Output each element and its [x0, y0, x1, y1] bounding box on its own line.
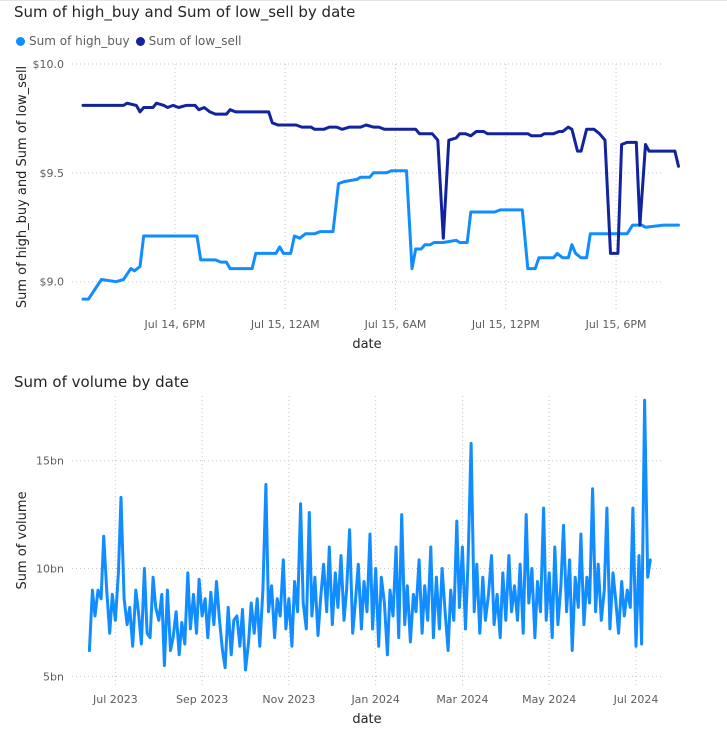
series-line-2: [81, 101, 680, 255]
chart-title: Sum of volume by date: [14, 373, 189, 391]
y-tick-label: 15bn: [36, 455, 64, 468]
top-divider: [0, 0, 727, 1]
x-tick-label: Jul 15, 12PM: [471, 318, 540, 331]
legend-item-high-buy[interactable]: Sum of high_buy: [16, 34, 130, 48]
y-axis-title: Sum of high_buy and Sum of low_sell: [15, 66, 30, 308]
legend-label-low-sell: Sum of low_sell: [148, 34, 242, 48]
x-tick-label: Jan 2024: [350, 693, 399, 706]
price-line-chart[interactable]: Jul 14, 6PM Jul 15, 12AM Jul 15, 6AM Jul 15…: [0, 0, 727, 360]
x-tick-label: Sep 2023: [176, 693, 228, 706]
x-tick-label: Mar 2024: [436, 693, 488, 706]
x-tick-label: Nov 2023: [262, 693, 315, 706]
x-tick-label: Jul 2024: [613, 693, 659, 706]
legend-item-low-sell[interactable]: Sum of low_sell: [135, 34, 242, 48]
legend-marker-low-sell: [135, 36, 145, 46]
legend-marker-high-buy: [16, 36, 25, 46]
volume-chart-visual[interactable]: Sum of volume by date Jul 2023 Sep 2023 No…: [0, 360, 727, 734]
y-axis-title: Sum of volume: [15, 491, 30, 589]
y-tick-label: $9.0: [40, 276, 65, 289]
x-tick-label: May 2024: [522, 693, 576, 706]
x-tick-label: Jul 15, 6AM: [364, 318, 427, 331]
y-tick-label: 10bn: [36, 563, 64, 576]
x-axis-title: date: [352, 337, 381, 352]
x-tick-label: Jul 15, 6PM: [585, 318, 647, 331]
y-tick-label: 5bn: [43, 670, 64, 683]
price-chart-visual[interactable]: Sum of high_buy and Sum of low_sell by d…: [0, 0, 727, 360]
x-tick-label: Jul 15, 12AM: [250, 318, 320, 331]
x-axis-title: date: [352, 712, 381, 727]
x-tick-label: Jul 14, 6PM: [143, 318, 205, 331]
series-line-1: [87, 398, 652, 672]
volume-line-chart[interactable]: Jul 2023 Sep 2023 Nov 2023 Jan 2024 Mar 2024…: [0, 360, 727, 734]
chart-legend: Sum of high_buy Sum of low_sell: [16, 34, 248, 48]
y-tick-label: $10.0: [33, 58, 65, 71]
x-tick-label: Jul 2023: [92, 693, 138, 706]
chart-title: Sum of high_buy and Sum of low_sell by d…: [14, 3, 356, 21]
y-tick-label: $9.5: [40, 167, 65, 180]
series-line-1: [81, 169, 680, 301]
legend-label-high-buy: Sum of high_buy: [29, 34, 130, 48]
